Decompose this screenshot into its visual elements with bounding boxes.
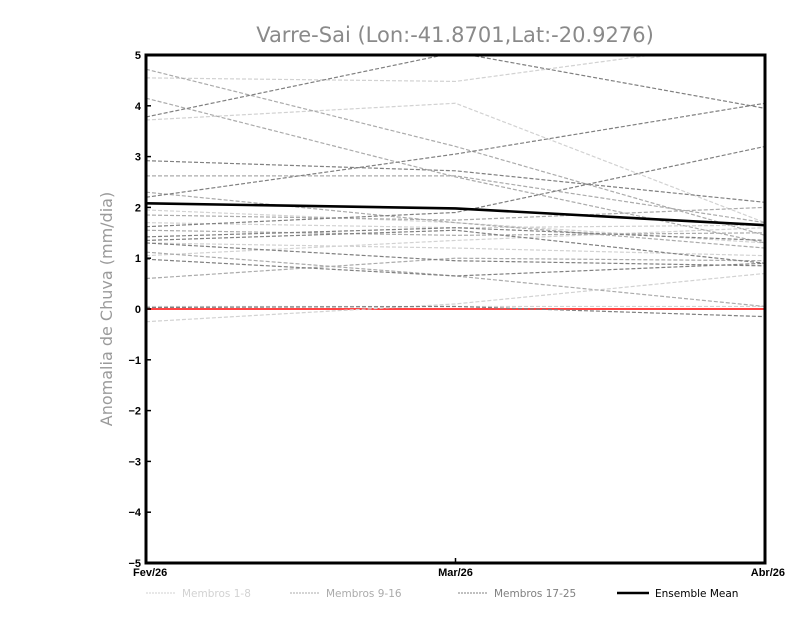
x-ticks: Fev/26 Mar/26 Abr/26 [133, 558, 785, 579]
y-tick-label: −5 [128, 558, 141, 570]
legend-label: Membros 1-8 [182, 588, 251, 600]
y-tick-label: −2 [128, 406, 141, 418]
y-tick-label: 5 [135, 50, 141, 62]
ensemble-mean-line [146, 202, 765, 227]
legend-label: Membros 9-16 [326, 588, 402, 600]
y-ticks: 5 4 3 2 1 0 −1 −2 −3 −4 −5 [128, 50, 151, 570]
series-group [146, 55, 765, 323]
x-tick-label: Fev/26 [133, 567, 167, 579]
legend-label: Membros 17-25 [494, 588, 576, 600]
member-line-19 [146, 160, 765, 203]
member-line-20 [146, 145, 765, 228]
member-line-23 [146, 242, 765, 267]
member-line-16 [146, 257, 765, 280]
y-tick-label: −4 [128, 507, 141, 519]
member-line-9 [146, 68, 765, 236]
member-line-13 [146, 206, 765, 221]
y-tick-label: 4 [135, 101, 142, 113]
chart-title: Varre-Sai (Lon:-41.8701,Lat:-20.9276) [256, 23, 654, 47]
y-tick-label: −3 [128, 456, 141, 468]
y-axis-label: Anomalia de Chuva (mm/dia) [97, 192, 116, 426]
member-line-7 [146, 272, 765, 323]
member-line-11 [146, 175, 765, 224]
legend: Membros 1-8 Membros 9-16 Membros 17-25 Ense… [146, 588, 738, 600]
x-tick-label: Abr/26 [751, 567, 785, 579]
member-line-14 [146, 229, 765, 236]
member-line-15 [146, 251, 765, 308]
member-line-17 [146, 55, 765, 118]
member-line-24 [146, 258, 765, 277]
y-tick-label: 3 [135, 152, 141, 164]
member-line-12 [146, 191, 765, 249]
member-line-18 [146, 102, 765, 198]
x-tick-label: Mar/26 [438, 567, 473, 579]
y-tick-label: 2 [135, 202, 141, 214]
member-line-1 [146, 55, 657, 83]
member-line-5 [146, 242, 765, 257]
member-line-22 [146, 229, 765, 264]
y-tick-label: 1 [135, 253, 141, 265]
member-line-21 [146, 227, 765, 242]
y-tick-label: 0 [135, 304, 141, 316]
member-line-3 [146, 209, 765, 244]
member-line-6 [146, 227, 765, 257]
y-tick-label: −1 [128, 355, 141, 367]
member-line-25 [146, 305, 765, 318]
member-line-10 [146, 97, 765, 244]
legend-label: Ensemble Mean [655, 588, 738, 600]
member-line-2 [146, 102, 765, 224]
